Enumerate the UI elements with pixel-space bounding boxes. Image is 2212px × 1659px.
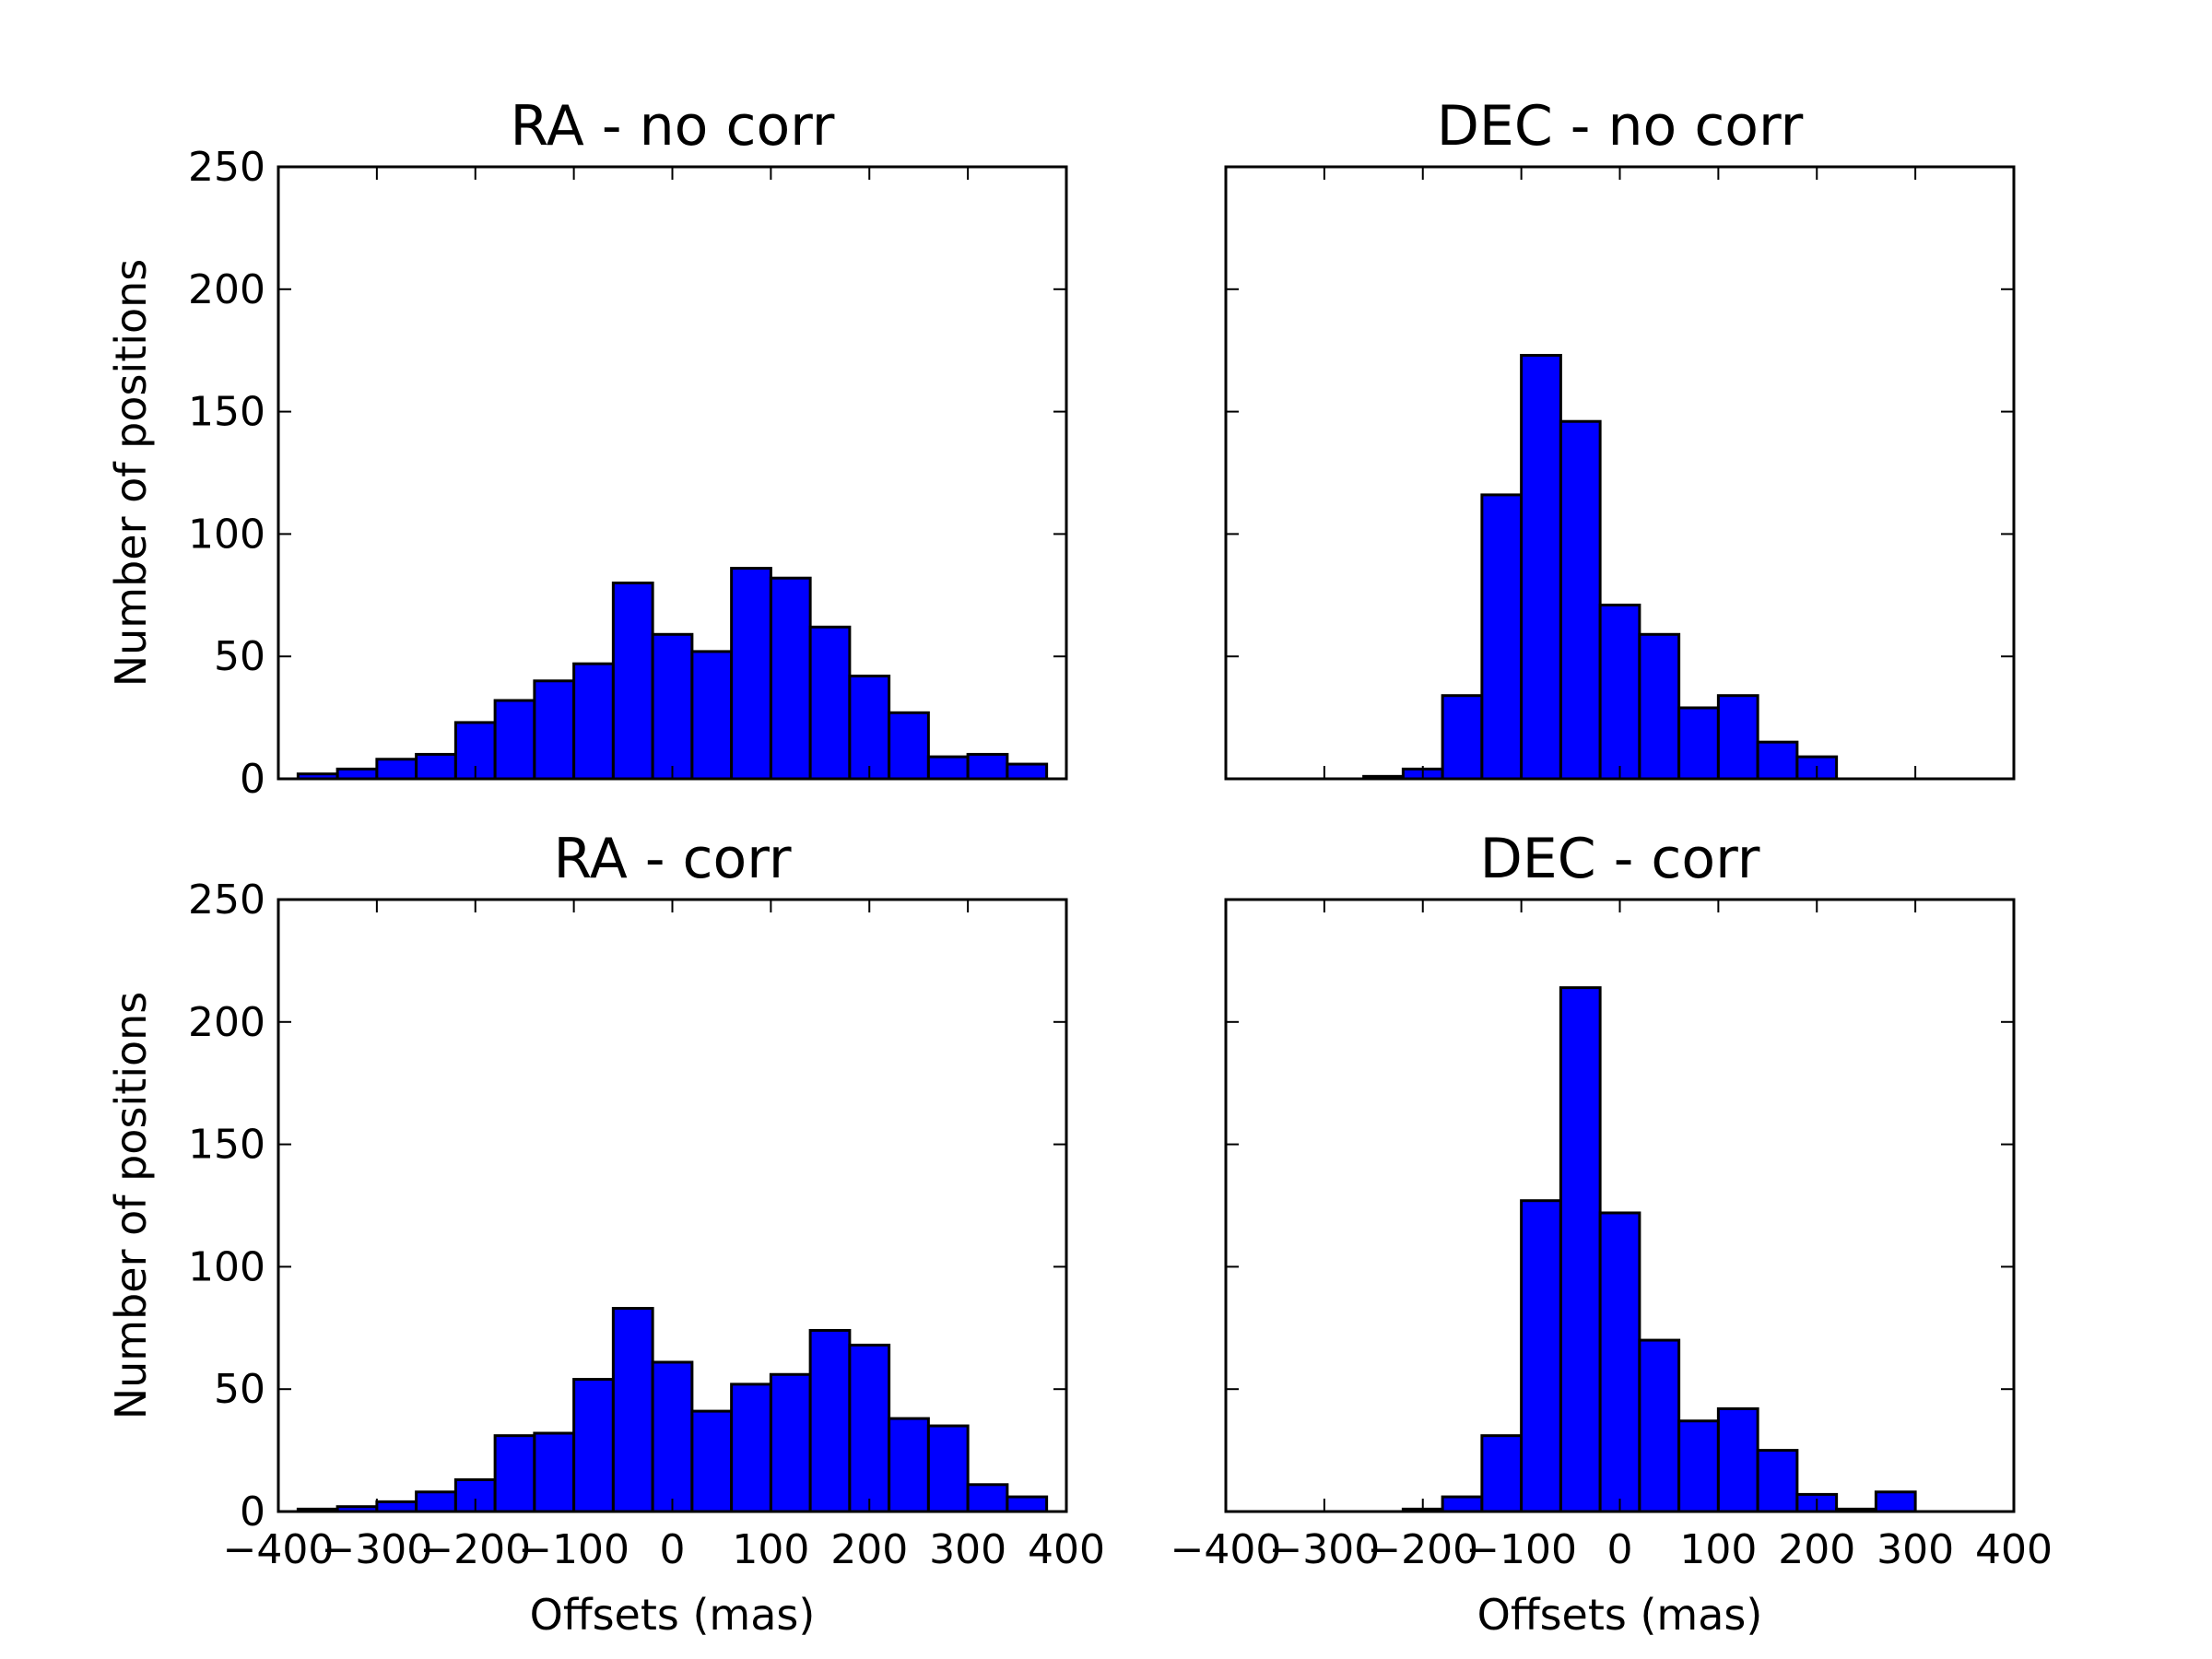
x-tick-label: 0 bbox=[1607, 1526, 1633, 1573]
panel-3: −400−300−200−100 0 100 200 300 400 0 50 100 150 20… bbox=[106, 827, 1105, 1640]
histogram-bar bbox=[730, 567, 772, 781]
x-tick-label: 100 bbox=[732, 1526, 809, 1573]
y-tick-label: 150 bbox=[188, 389, 265, 436]
histogram-bar bbox=[1677, 1419, 1720, 1513]
histogram-bar bbox=[572, 662, 615, 781]
y-tick-label: 250 bbox=[188, 877, 265, 924]
panel-title: RA - no corr bbox=[511, 94, 835, 159]
y-tick-label: 100 bbox=[188, 1243, 265, 1290]
y-tick-label: 100 bbox=[188, 511, 265, 558]
histogram-bar bbox=[1638, 1338, 1681, 1513]
histogram-bar bbox=[1756, 1449, 1799, 1513]
histogram-bar bbox=[415, 1490, 457, 1513]
histogram-bar bbox=[966, 752, 1009, 781]
histogram-bar bbox=[1520, 1199, 1562, 1513]
panel-title: RA - corr bbox=[553, 827, 791, 891]
histogram-bar bbox=[415, 752, 457, 781]
histogram-bar bbox=[651, 1360, 694, 1513]
y-tick-label: 50 bbox=[214, 1366, 265, 1413]
y-tick-label: 200 bbox=[188, 999, 265, 1046]
histogram-bar bbox=[1638, 632, 1681, 781]
x-tick-label: 300 bbox=[1877, 1526, 1954, 1573]
histogram-bar bbox=[848, 674, 891, 781]
x-axis-label: Offsets (mas) bbox=[530, 1590, 816, 1640]
histogram-bar bbox=[1480, 1434, 1524, 1513]
histogram-bar bbox=[533, 1431, 576, 1513]
histogram-bar bbox=[769, 1372, 812, 1513]
histogram-bar bbox=[808, 1328, 852, 1513]
y-tick-label: 150 bbox=[188, 1122, 265, 1169]
histogram-bar bbox=[1756, 740, 1799, 781]
histogram-bar bbox=[1677, 706, 1720, 781]
x-tick-label: −200 bbox=[1367, 1526, 1478, 1573]
y-tick-label: 50 bbox=[214, 633, 265, 680]
panel-title: DEC - corr bbox=[1480, 827, 1760, 891]
histogram-bar bbox=[1006, 762, 1049, 781]
x-tick-label: 0 bbox=[660, 1526, 686, 1573]
histogram-bar bbox=[926, 1424, 970, 1513]
histogram-bar bbox=[1559, 986, 1602, 1513]
histogram-bar bbox=[375, 758, 418, 781]
x-tick-label: 200 bbox=[1778, 1526, 1855, 1573]
histogram-bar bbox=[966, 1483, 1009, 1513]
x-tick-label: −100 bbox=[1465, 1526, 1577, 1573]
histogram-bar bbox=[493, 699, 536, 781]
x-tick-label: 100 bbox=[1679, 1526, 1757, 1573]
panel-4: −400−300−200−100 0 100 200 300 400 DEC - corr O… bbox=[1171, 827, 2053, 1640]
histogram-bar bbox=[1006, 1495, 1049, 1513]
y-tick-label: 200 bbox=[188, 266, 265, 313]
histogram-bar bbox=[1559, 419, 1602, 781]
histogram-bar bbox=[690, 1409, 734, 1513]
panel-1: 0 50 100 150 200 250 RA - no corr Number of pos… bbox=[106, 94, 1068, 803]
histogram-bar bbox=[1716, 694, 1759, 781]
histogram-bar bbox=[1520, 354, 1562, 781]
x-tick-label: −400 bbox=[223, 1526, 335, 1573]
histogram-bar bbox=[848, 1343, 891, 1513]
x-tick-label: −300 bbox=[321, 1526, 432, 1573]
histogram-bar bbox=[690, 650, 734, 781]
y-axis-label: Number of positions bbox=[106, 259, 156, 688]
histogram-bar bbox=[1874, 1490, 1917, 1513]
histogram-bar bbox=[572, 1378, 615, 1513]
histogram-bar bbox=[808, 625, 852, 781]
histogram-bar bbox=[888, 1417, 930, 1513]
y-tick-label: 0 bbox=[240, 1488, 265, 1535]
x-tick-label: 300 bbox=[929, 1526, 1006, 1573]
histogram-bar bbox=[1716, 1406, 1759, 1513]
panel-title: DEC - no corr bbox=[1437, 94, 1804, 159]
histogram-bar bbox=[533, 679, 576, 781]
x-tick-label: −100 bbox=[518, 1526, 629, 1573]
x-tick-label: 400 bbox=[1028, 1526, 1105, 1573]
histogram-bar bbox=[375, 1500, 418, 1513]
histogram-bar bbox=[611, 1307, 654, 1513]
histogram-bar bbox=[1441, 1495, 1484, 1513]
x-axis-label: Offsets (mas) bbox=[1477, 1590, 1763, 1640]
histogram-bar bbox=[651, 632, 694, 781]
x-tick-label: −400 bbox=[1171, 1526, 1282, 1573]
histogram-bar bbox=[335, 767, 379, 781]
histogram-bar bbox=[1441, 694, 1484, 781]
histogram-bar bbox=[769, 576, 812, 781]
x-tick-label: 400 bbox=[1975, 1526, 2053, 1573]
histogram-bar bbox=[926, 755, 970, 781]
y-tick-label: 0 bbox=[240, 756, 265, 803]
histogram-bar bbox=[730, 1382, 772, 1513]
x-tick-label: 200 bbox=[830, 1526, 908, 1573]
x-tick-label: −200 bbox=[419, 1526, 531, 1573]
histogram-bar bbox=[611, 582, 654, 781]
histogram-bar bbox=[1480, 493, 1524, 781]
histogram-bar bbox=[1598, 603, 1641, 781]
panel-2: DEC - no corr bbox=[1224, 94, 2016, 781]
histogram-bar bbox=[888, 711, 930, 781]
y-axis-label: Number of positions bbox=[106, 992, 156, 1420]
y-tick-label: 250 bbox=[188, 144, 265, 191]
histogram-bar bbox=[493, 1434, 536, 1513]
x-tick-label: −300 bbox=[1268, 1526, 1380, 1573]
histogram-bar bbox=[1598, 1211, 1641, 1513]
